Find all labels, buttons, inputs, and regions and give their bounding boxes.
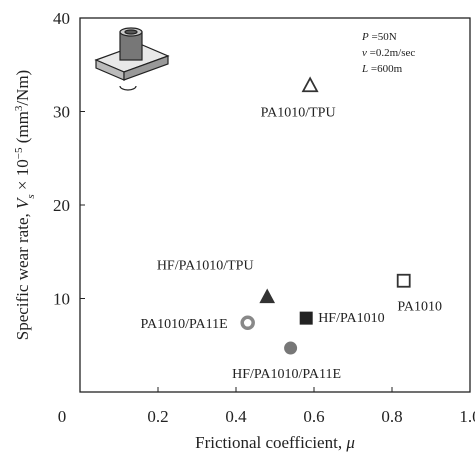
x-axis-label: Frictional coefficient, μ xyxy=(195,433,355,452)
y-label-part: −5 xyxy=(13,147,25,159)
x-tick-label: 0.2 xyxy=(147,407,168,426)
condition-value: =600m xyxy=(368,63,402,75)
x-tick-label: 0 xyxy=(58,407,67,426)
point-label: PA1010/TPU xyxy=(261,105,336,120)
y-tick-label: 10 xyxy=(53,290,70,309)
apparatus-icon xyxy=(94,27,170,91)
point-label: PA1010/PA11E xyxy=(141,317,228,332)
condition-symbol: P xyxy=(361,31,369,43)
point-square xyxy=(299,311,313,325)
x-label-part: μ xyxy=(345,433,355,452)
x-tick-label: 1.0 xyxy=(459,407,475,426)
y-label-part: (mm xyxy=(13,111,32,147)
y-tick-label: 20 xyxy=(53,196,70,215)
condition-symbol: L xyxy=(361,63,368,75)
point-circle xyxy=(284,341,298,355)
condition: v =0.2m/sec xyxy=(362,47,415,59)
y-tick-label: 30 xyxy=(53,103,70,122)
point-triangle xyxy=(301,76,319,93)
point-circle xyxy=(240,315,255,331)
point-triangle xyxy=(259,288,276,304)
condition-symbol: v xyxy=(362,47,367,59)
x-tick-label: 0.8 xyxy=(381,407,402,426)
condition-value: =0.2m/sec xyxy=(367,47,415,59)
point-label: HF/PA1010/TPU xyxy=(157,259,254,274)
x-tick-label: 0.4 xyxy=(225,407,247,426)
condition-value: =50N xyxy=(369,31,397,43)
point-label: PA1010 xyxy=(397,300,442,315)
point-square xyxy=(396,273,411,288)
y-label-part: s xyxy=(25,194,37,198)
x-label-part: Frictional coefficient, xyxy=(195,433,346,452)
condition: L =600m xyxy=(361,63,403,75)
y-label-part: /Nm) xyxy=(13,70,32,106)
condition: P =50N xyxy=(361,31,397,43)
point-label: HF/PA1010/PA11E xyxy=(232,367,341,382)
y-label-part: × 10 xyxy=(13,159,32,194)
y-label-part: V xyxy=(13,196,32,209)
y-label-part: 3 xyxy=(13,105,25,111)
x-tick-label: 0.6 xyxy=(303,407,324,426)
y-label-part: Specific wear rate, xyxy=(13,209,32,340)
y-tick-label: 40 xyxy=(53,9,70,28)
point-label: HF/PA1010 xyxy=(318,311,384,326)
y-axis-label: Specific wear rate, Vs × 10−5 (mm3/Nm) xyxy=(13,70,37,340)
